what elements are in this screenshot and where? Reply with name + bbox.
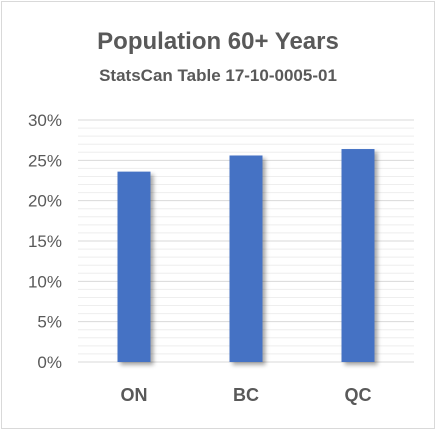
- y-tick-label: 25%: [28, 151, 62, 170]
- y-tick-label: 5%: [37, 313, 62, 332]
- y-tick-label: 0%: [37, 353, 62, 372]
- bars: [117, 149, 375, 362]
- x-category-label: BC: [233, 385, 259, 405]
- chart-subtitle: StatsCan Table 17-10-0005-01: [99, 66, 337, 85]
- x-category-label: QC: [345, 385, 372, 405]
- y-tick-label: 30%: [28, 111, 62, 130]
- bar-qc: [341, 149, 375, 362]
- y-tick-label: 20%: [28, 192, 62, 211]
- x-axis-category-labels: ON BC QC: [121, 385, 372, 405]
- y-tick-label: 15%: [28, 232, 62, 251]
- chart-title: Population 60+ Years: [97, 28, 339, 55]
- x-category-label: ON: [121, 385, 148, 405]
- y-tick-label: 10%: [28, 272, 62, 291]
- y-axis-tick-labels: 0% 5% 10% 15% 20% 25% 30%: [28, 111, 62, 372]
- bar-on: [117, 171, 151, 362]
- bar-bc: [229, 155, 263, 362]
